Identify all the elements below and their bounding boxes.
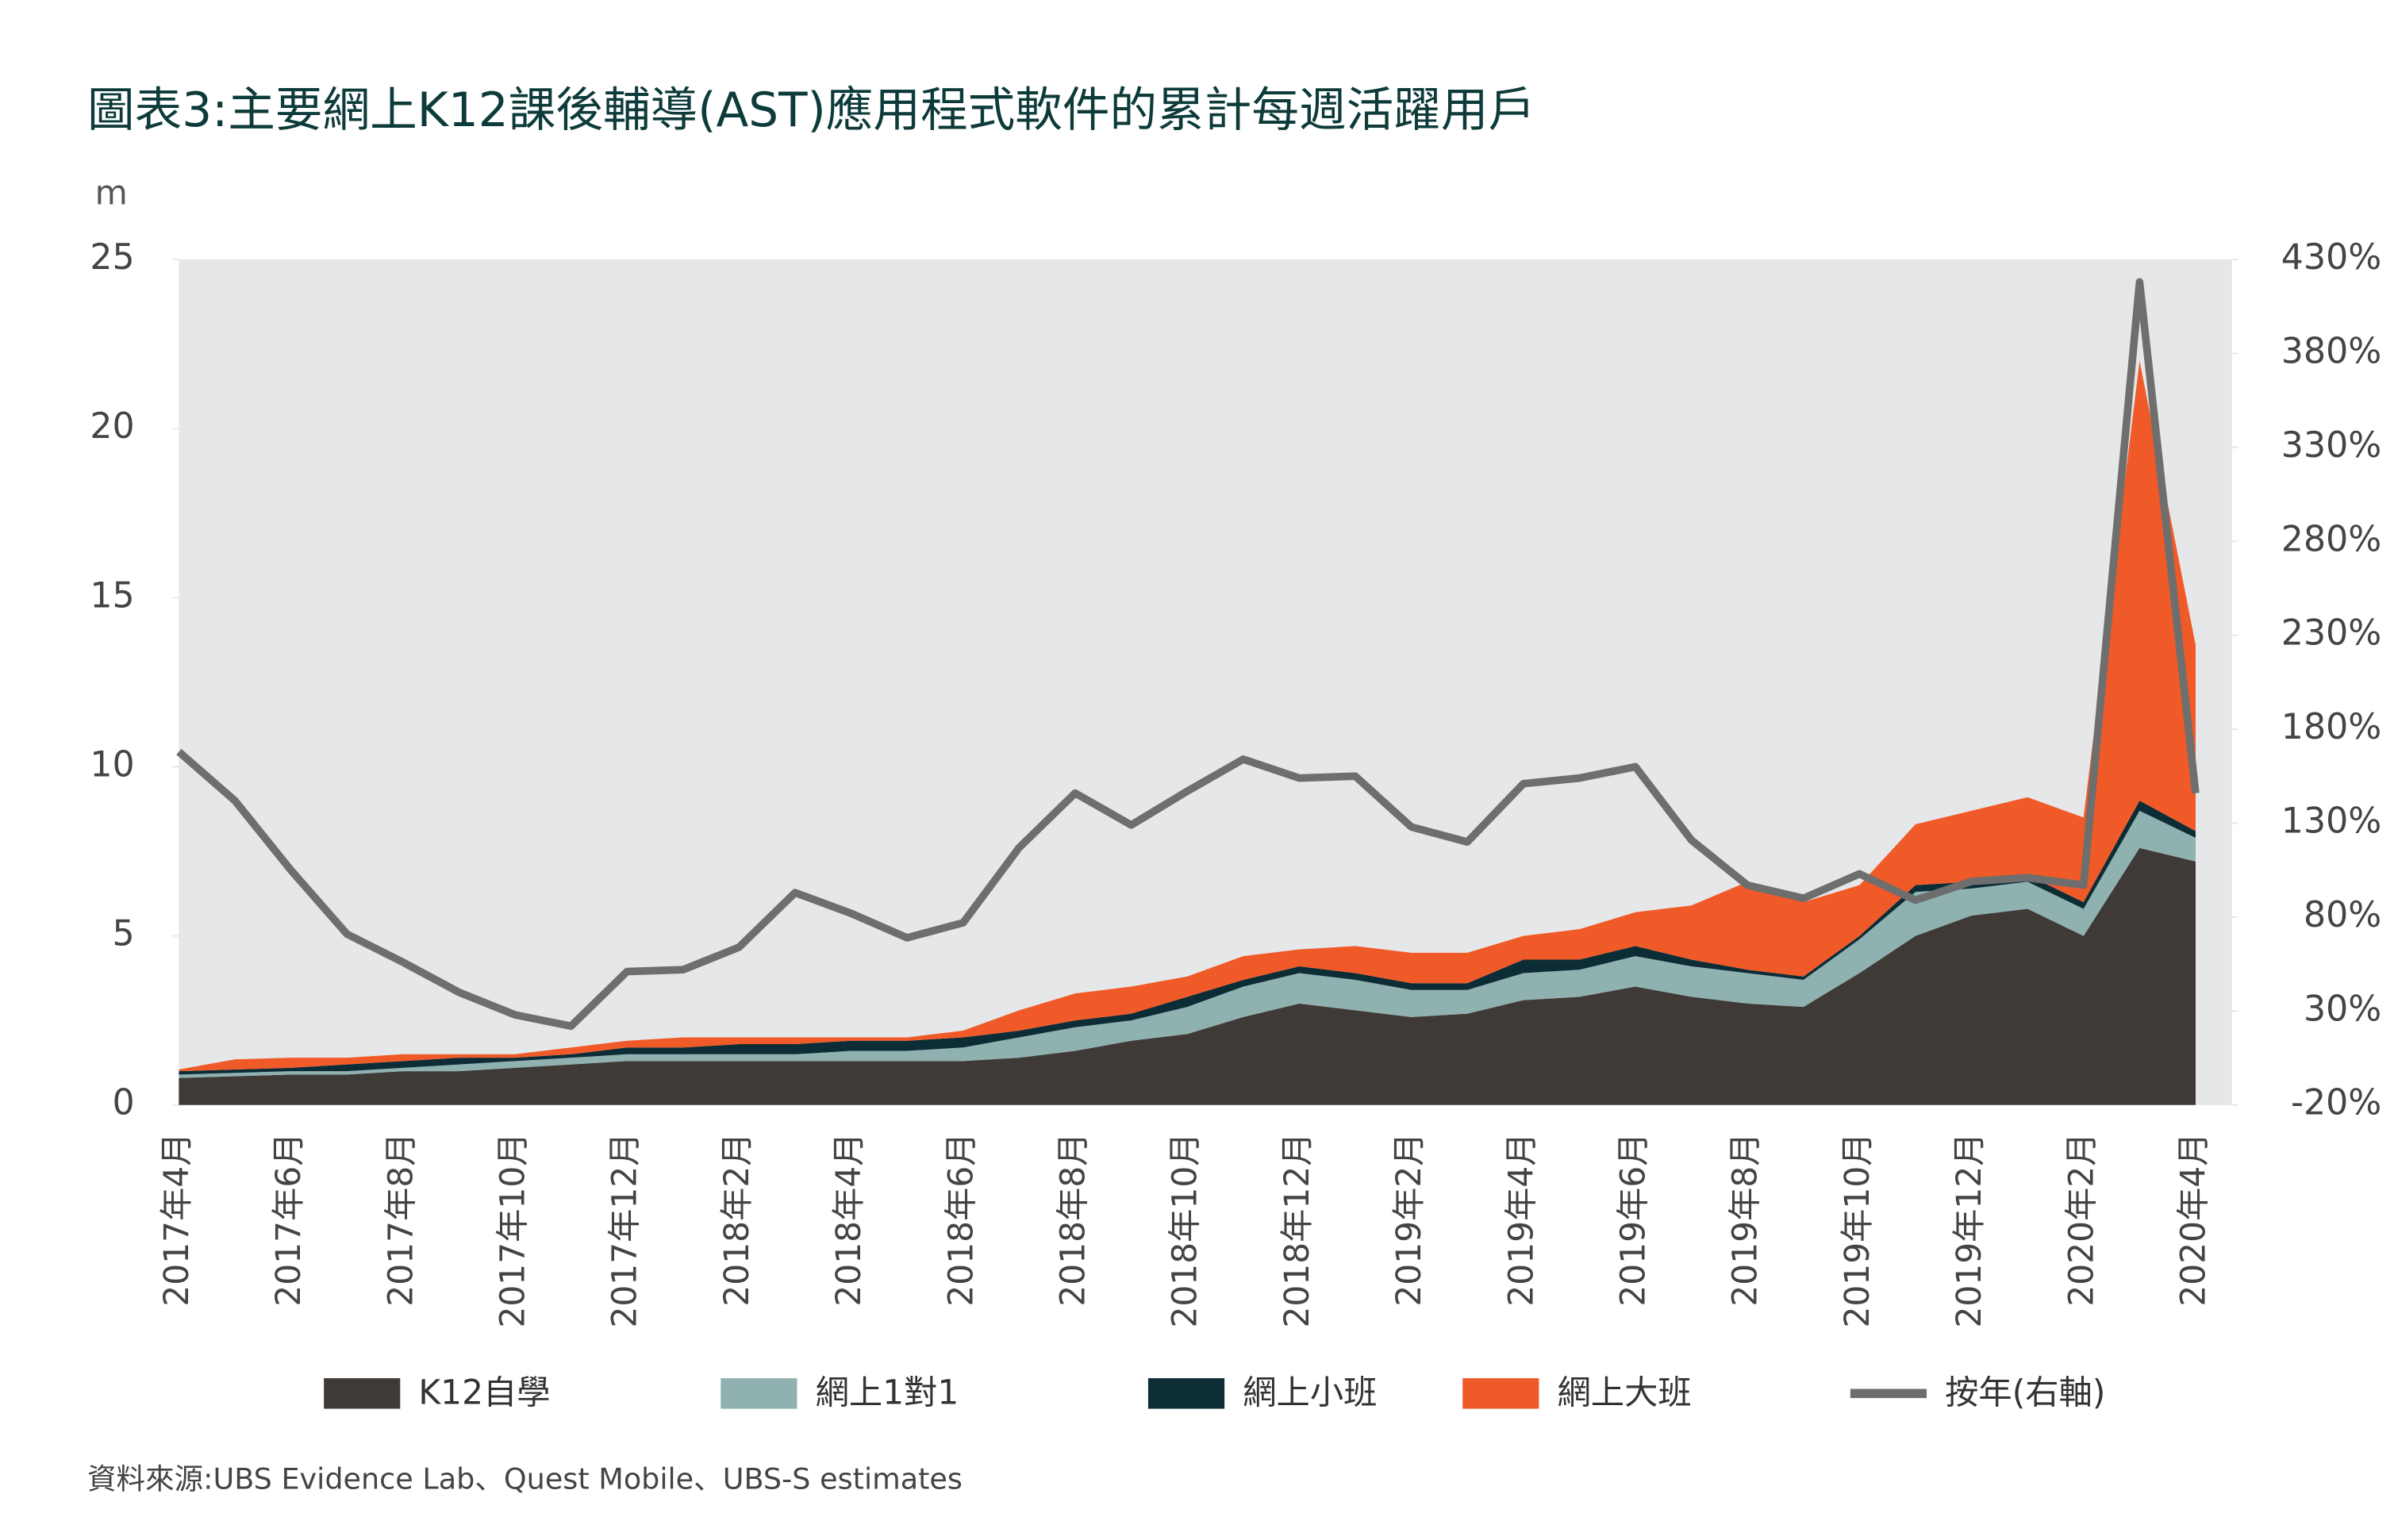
y-tick-label: 15 (90, 575, 134, 616)
y-tick-label: 0 (112, 1083, 134, 1123)
y2-tick-label: 30% (2304, 989, 2381, 1029)
legend-swatch (1850, 1388, 1927, 1399)
x-tick-label: 2018年2月 (717, 1132, 756, 1306)
y2-tick-label: 180% (2281, 707, 2381, 747)
y2-tick-label: 380% (2281, 331, 2381, 371)
y2-tick-label: 80% (2304, 895, 2381, 935)
y-tick-label: 20 (90, 406, 134, 447)
x-tick-label: 2018年4月 (829, 1132, 868, 1306)
legend-item: 按年(右軸) (1850, 1373, 2105, 1412)
x-tick-label: 2017年8月 (381, 1132, 420, 1306)
legend-swatch (721, 1378, 797, 1409)
legend-label: K12自學 (418, 1373, 550, 1412)
x-tick-label: 2017年12月 (605, 1132, 644, 1327)
x-tick-label: 2019年12月 (1950, 1132, 1989, 1327)
area (179, 847, 2196, 1105)
chart-title: 圖表3:主要網上K12課後輔導(AST)應用程式軟件的累計每週活躍用戶 (87, 83, 1535, 138)
x-tick-label: 2017年6月 (269, 1132, 308, 1306)
legend-label: 網上大班 (1557, 1373, 1691, 1412)
x-tick-label: 2018年8月 (1053, 1132, 1092, 1306)
legend-label: 按年(右軸) (1945, 1373, 2105, 1412)
legend-item: 網上小班 (1147, 1373, 1377, 1412)
line (176, 278, 2200, 1031)
y2-tick-label: 280% (2281, 519, 2381, 559)
legend-swatch (324, 1378, 401, 1409)
x-tick-label: 2019年8月 (1726, 1132, 1765, 1306)
y2-tick-label: 130% (2281, 801, 2381, 842)
y2-tick-label: 430% (2281, 237, 2381, 278)
legend-item: K12自學 (324, 1373, 551, 1412)
legend-label: 網上小班 (1243, 1373, 1377, 1412)
x-tick-label: 2019年6月 (1613, 1132, 1652, 1306)
y-tick-label: 5 (112, 914, 134, 954)
x-tick-label: 2018年6月 (941, 1132, 980, 1306)
legend-swatch (1462, 1378, 1539, 1409)
x-tick-label: 2019年2月 (1389, 1132, 1428, 1306)
y2-tick-label: -20% (2291, 1083, 2381, 1123)
source: 資料來源:UBS Evidence Lab、Quest Mobile、UBS-S… (87, 1461, 963, 1496)
x-tick-label: 2017年4月 (157, 1132, 196, 1306)
x-tick-label: 2019年10月 (1838, 1132, 1877, 1327)
x-tick-label: 2020年2月 (2062, 1132, 2100, 1306)
x-tick-label: 2019年4月 (1501, 1132, 1540, 1306)
y-tick-label: 10 (90, 744, 134, 785)
x-tick-label: 2018年10月 (1166, 1132, 1205, 1327)
x-tick-label: 2020年4月 (2173, 1132, 2212, 1306)
y-unit: m (95, 174, 128, 213)
legend-item: 網上大班 (1462, 1373, 1692, 1412)
x-tick-label: 2018年12月 (1278, 1132, 1316, 1327)
legend-swatch (1147, 1378, 1225, 1409)
x-tick-label: 2017年10月 (493, 1132, 532, 1327)
y2-tick-label: 230% (2281, 613, 2381, 654)
legend-label: 網上1對1 (816, 1373, 959, 1412)
area (179, 810, 2196, 1078)
y2-tick-label: 330% (2281, 425, 2381, 466)
legend-item: 網上1對1 (721, 1373, 959, 1412)
y-tick-label: 25 (90, 237, 134, 278)
